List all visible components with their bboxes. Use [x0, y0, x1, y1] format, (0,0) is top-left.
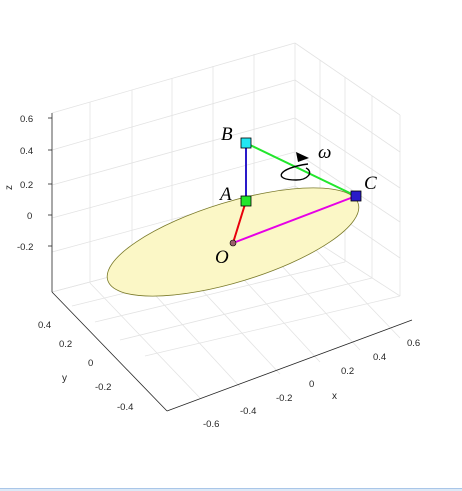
- y-tick: 0.2: [59, 339, 72, 350]
- omega-label: ω: [318, 142, 331, 163]
- y-tick: -0.4: [117, 402, 133, 413]
- point-label-a: A: [218, 184, 232, 205]
- marker-c: [350, 190, 362, 202]
- segment-oa: [232, 200, 247, 244]
- marker-a: [240, 195, 252, 207]
- z-tick: 0: [27, 211, 32, 222]
- axes-lines: [48, 113, 413, 412]
- point-label-b: B: [221, 124, 233, 145]
- x-tick: 0.4: [373, 352, 386, 363]
- rotation-arrow-icon: [280, 152, 311, 181]
- x-tick: -0.6: [203, 419, 219, 430]
- y-tick: 0: [88, 358, 93, 369]
- y-tick-labels: 0.4 0.2 0 -0.2 -0.4: [38, 320, 133, 413]
- x-tick: -0.4: [240, 406, 256, 417]
- yz-back-wall-grid: [294, 42, 401, 297]
- x-tick: 0: [309, 379, 314, 390]
- segment-oc: [232, 195, 357, 244]
- x-tick: 0.6: [407, 338, 420, 349]
- x-tick: -0.2: [276, 393, 292, 404]
- point-label-o: O: [215, 247, 229, 268]
- marker-b: [240, 137, 252, 149]
- z-tick: 0.6: [20, 114, 33, 125]
- z-tick: 0.2: [20, 180, 33, 191]
- y-axis-label: y: [62, 373, 67, 384]
- z-tick: 0.4: [20, 146, 33, 157]
- segment-bc: [245, 142, 357, 197]
- marker-o: [229, 239, 237, 247]
- z-axis-label: z: [4, 185, 15, 190]
- y-tick: -0.2: [95, 382, 111, 393]
- x-tick-labels: -0.6 -0.4 -0.2 0 0.2 0.4 0.6: [203, 338, 420, 430]
- x-axis-label: x: [332, 391, 337, 402]
- point-label-c: C: [364, 173, 377, 194]
- z-tick: -0.2: [17, 242, 33, 253]
- x-tick: 0.2: [341, 366, 354, 377]
- y-tick: 0.4: [38, 320, 51, 331]
- bottom-edge-bar: [0, 488, 462, 491]
- z-tick-labels: 0.6 0.4 0.2 0 -0.2: [17, 114, 33, 253]
